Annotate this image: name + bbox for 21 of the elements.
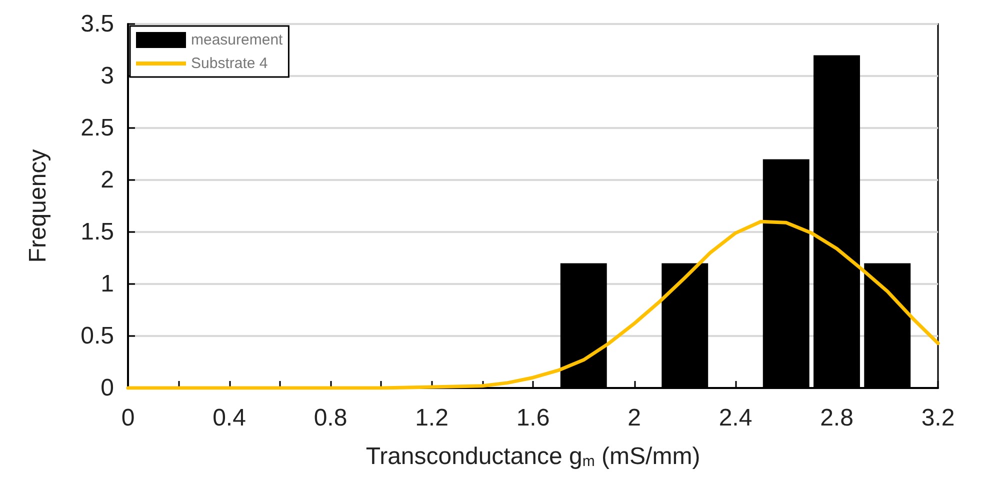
y-axis-title: Frequency — [24, 149, 52, 263]
x-tick-label: 2.8 — [820, 404, 854, 432]
x-tick-label: 0.4 — [212, 404, 246, 432]
x-tick-label: 0.8 — [314, 404, 348, 432]
x-tick-label: 0 — [121, 404, 135, 432]
y-tick-label: 0 — [100, 374, 114, 402]
y-tick-label: 3 — [100, 62, 114, 90]
x-tick-label: 1.2 — [415, 404, 448, 432]
legend-label: measurement — [191, 32, 284, 48]
legend-label: Substrate 4 — [191, 55, 268, 72]
y-tick-label: 1 — [100, 270, 114, 298]
x-tick-label: 2 — [628, 404, 641, 432]
y-tick-label: 2 — [100, 166, 114, 194]
y-tick-label: 3.5 — [80, 10, 114, 38]
y-tick-label: 2.5 — [80, 114, 114, 142]
x-axis-title: Transconductance gm (mS/mm) — [366, 443, 700, 470]
y-tick-label: 1.5 — [80, 218, 114, 246]
y-tick-label: 0.5 — [80, 322, 114, 350]
x-tick-label: 3.2 — [921, 404, 955, 432]
x-tick-label: 1.6 — [516, 404, 550, 432]
x-tick-label: 2.4 — [718, 404, 752, 432]
